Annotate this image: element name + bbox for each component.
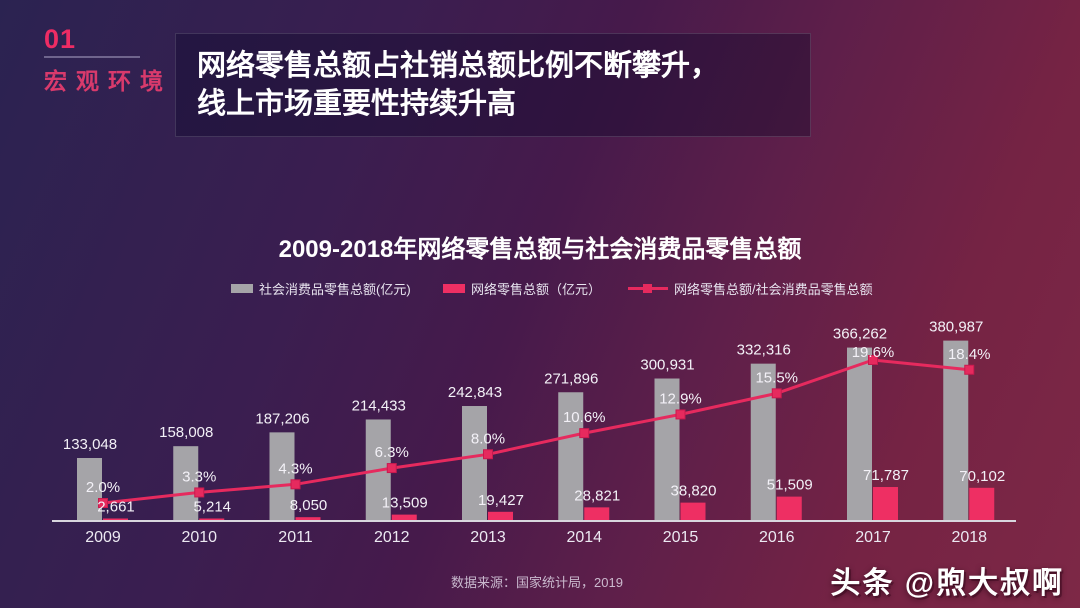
year-label: 2013 bbox=[470, 529, 506, 546]
bar-total-retail bbox=[654, 378, 680, 521]
total-retail-label: 187,206 bbox=[255, 410, 309, 427]
legend-item-ratio: 网络零售总额/社会消费品零售总额 bbox=[628, 279, 873, 297]
bar-online-retail bbox=[776, 496, 802, 521]
total-retail-label: 133,048 bbox=[63, 436, 117, 453]
bar-online-retail bbox=[680, 502, 706, 521]
ratio-marker bbox=[98, 498, 108, 508]
ratio-marker bbox=[964, 364, 975, 375]
bar-online-retail bbox=[103, 518, 128, 521]
bar-online-retail bbox=[295, 517, 321, 521]
ratio-label: 3.3% bbox=[182, 468, 216, 485]
total-retail-label: 332,316 bbox=[737, 342, 791, 359]
ratio-marker bbox=[868, 355, 878, 365]
year-label: 2010 bbox=[181, 529, 217, 546]
online-retail-label: 13,509 bbox=[382, 495, 428, 512]
online-retail-label: 71,787 bbox=[863, 467, 909, 484]
year-label: 2017 bbox=[855, 529, 891, 546]
legend-item-online-retail: 网络零售总额（亿元） bbox=[443, 279, 601, 297]
ratio-marker bbox=[290, 479, 301, 490]
total-retail-label: 380,987 bbox=[929, 319, 983, 336]
year-label: 2014 bbox=[566, 529, 602, 546]
online-retail-label: 28,821 bbox=[574, 487, 620, 504]
watermark: 头条 @煦大叔啊 bbox=[830, 567, 1064, 600]
year-label: 2012 bbox=[374, 529, 410, 546]
ratio-label: 2.0% bbox=[86, 479, 120, 496]
ratio-label: 10.6% bbox=[563, 409, 606, 426]
year-label: 2018 bbox=[951, 529, 987, 546]
ratio-marker bbox=[579, 428, 590, 439]
ratio-label: 4.3% bbox=[278, 460, 312, 477]
legend-line-glyph bbox=[628, 283, 668, 293]
ratio-marker bbox=[483, 449, 493, 460]
legend-label-ratio: 网络零售总额/社会消费品零售总额 bbox=[674, 281, 873, 297]
section-number: 01 bbox=[44, 24, 77, 54]
total-retail-label: 271,896 bbox=[544, 370, 598, 387]
bar-online-retail bbox=[584, 507, 610, 521]
legend-item-total-retail: 社会消费品零售总额(亿元) bbox=[231, 279, 411, 297]
ratio-marker bbox=[194, 487, 205, 498]
legend-swatch-online bbox=[443, 283, 465, 293]
year-label: 2015 bbox=[663, 529, 699, 546]
legend-line-glyph-marker bbox=[643, 283, 652, 293]
bar-total-retail bbox=[77, 458, 102, 521]
headline-line-2: 线上市场重要性持续升高 bbox=[197, 88, 517, 120]
online-retail-label: 19,427 bbox=[478, 492, 524, 509]
bar-online-retail bbox=[199, 518, 225, 521]
section-label: 宏观环境 bbox=[44, 68, 172, 94]
online-retail-label: 8,050 bbox=[290, 497, 328, 514]
bar-online-retail bbox=[873, 487, 898, 521]
bar-total-retail bbox=[943, 340, 969, 521]
ratio-marker bbox=[386, 463, 397, 474]
online-retail-label: 5,214 bbox=[193, 499, 231, 516]
online-retail-label: 70,102 bbox=[959, 468, 1005, 485]
source-note: 数据来源：国家统计局，2019 bbox=[451, 575, 623, 590]
ratio-label: 18.4% bbox=[948, 346, 991, 363]
bar-total-retail bbox=[462, 406, 487, 521]
ratio-label: 19.6% bbox=[852, 344, 895, 361]
total-retail-label: 366,262 bbox=[833, 326, 887, 343]
bar-online-retail bbox=[488, 511, 513, 521]
ratio-label: 15.5% bbox=[755, 369, 798, 386]
total-retail-label: 300,931 bbox=[640, 357, 694, 374]
headline-line-1: 网络零售总额占社销总额比例不断攀升， bbox=[197, 50, 720, 82]
legend-label-total: 社会消费品零售总额(亿元) bbox=[259, 281, 411, 297]
headline-panel: 网络零售总额占社销总额比例不断攀升， 线上市场重要性持续升高 bbox=[175, 33, 811, 137]
online-retail-label: 38,820 bbox=[671, 483, 717, 500]
chart-title: 2009-2018年网络零售总额与社会消费品零售总额 bbox=[278, 236, 802, 263]
total-retail-label: 214,433 bbox=[352, 397, 406, 414]
bar-total-retail bbox=[558, 392, 584, 521]
ratio-label: 8.0% bbox=[471, 430, 505, 447]
chart-legend: 社会消费品零售总额(亿元) 网络零售总额（亿元） 网络零售总额/社会消费品零售总… bbox=[0, 279, 1080, 299]
bar-total-retail bbox=[173, 446, 199, 521]
bar-online-retail bbox=[969, 487, 995, 521]
year-label: 2011 bbox=[278, 529, 313, 546]
legend-swatch-total bbox=[231, 283, 253, 293]
year-label: 2016 bbox=[759, 529, 795, 546]
total-retail-label: 242,843 bbox=[448, 384, 502, 401]
ratio-label: 6.3% bbox=[375, 444, 409, 461]
bar-total-retail bbox=[847, 347, 872, 521]
legend-label-online: 网络零售总额（亿元） bbox=[471, 281, 602, 297]
ratio-line bbox=[102, 358, 970, 505]
section-underline bbox=[44, 56, 140, 58]
ratio-marker bbox=[771, 388, 782, 399]
bar-total-retail bbox=[750, 363, 776, 521]
total-retail-label: 158,008 bbox=[159, 424, 213, 441]
ratio-label: 12.9% bbox=[659, 390, 702, 407]
year-label: 2009 bbox=[85, 529, 121, 546]
online-retail-label: 2,661 bbox=[97, 499, 135, 516]
bar-online-retail bbox=[391, 514, 417, 521]
bar-total-retail bbox=[269, 432, 295, 521]
bar-total-retail bbox=[365, 419, 391, 521]
ratio-marker bbox=[675, 409, 686, 420]
online-retail-label: 51,509 bbox=[767, 477, 813, 494]
